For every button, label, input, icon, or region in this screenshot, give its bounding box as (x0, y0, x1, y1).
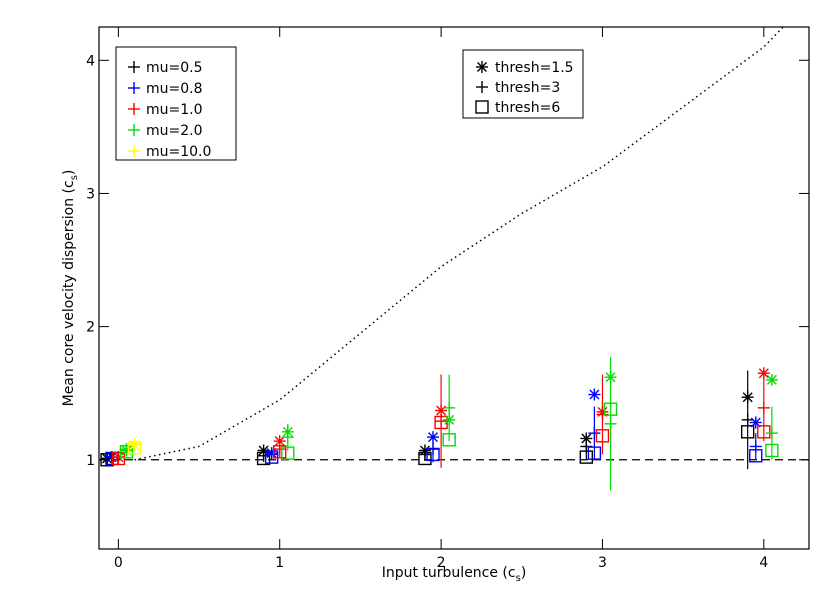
data-point (587, 446, 602, 460)
data-point (765, 427, 778, 440)
data-point (442, 433, 456, 447)
data-point (588, 388, 601, 401)
legend-symbol-stroke (477, 62, 487, 72)
data-point (418, 448, 431, 461)
legend-label: thresh=6 (495, 100, 560, 116)
legend-label: mu=10.0 (146, 144, 211, 160)
legend-label: mu=1.0 (146, 102, 203, 118)
data-point (757, 425, 771, 439)
data-point-box (595, 429, 610, 443)
data-point-box (749, 449, 763, 463)
data-point (741, 413, 754, 426)
legend-label: thresh=3 (495, 80, 560, 96)
data-point (273, 445, 287, 459)
x-label-text: Input turbulence (c (382, 565, 516, 581)
data-point (256, 451, 271, 466)
legend-label: thresh=1.5 (495, 60, 574, 76)
data-point-box (281, 446, 295, 460)
data-point-box (603, 402, 618, 416)
x-tick-label: 0 (114, 555, 123, 571)
data-point-box (579, 450, 594, 464)
data-point (443, 401, 456, 414)
data-point-box (587, 446, 602, 460)
legend-symbol (475, 100, 489, 114)
data-point (100, 453, 114, 467)
legend-symbol (128, 145, 140, 157)
legend-label: mu=2.0 (146, 123, 203, 139)
y-tick-label: 4 (86, 53, 95, 69)
data-point-stroke (750, 417, 761, 428)
y-label-sub: s (69, 175, 80, 180)
data-point (749, 416, 762, 429)
x-label-end: ) (521, 565, 526, 581)
data-point-box (426, 447, 440, 462)
data-point-box (442, 433, 456, 447)
legend-symbol (476, 61, 488, 73)
x-axis-label: Input turbulence (cs) (382, 565, 527, 584)
data-point (749, 440, 762, 453)
color-legend-box (115, 46, 237, 161)
legend-label: mu=0.5 (146, 60, 203, 76)
data-point-box (100, 453, 114, 467)
data-point (281, 446, 295, 460)
data-point (604, 417, 617, 430)
y-tick-label: 3 (86, 186, 95, 202)
x-tick-label: 3 (598, 555, 607, 571)
y-tick-label: 1 (86, 453, 95, 469)
y-tick-label: 2 (86, 320, 95, 336)
x-tick-label: 1 (275, 555, 284, 571)
data-point (765, 373, 778, 386)
data-point (127, 441, 142, 455)
data-point (588, 427, 601, 440)
y-label-end: ) (61, 170, 77, 175)
data-point-box (119, 445, 134, 459)
data-point (119, 445, 134, 459)
data-point-box (273, 445, 287, 459)
data-point (749, 449, 763, 463)
legend-symbol (128, 61, 140, 73)
marker-legend-box (462, 49, 584, 119)
data-point-box (256, 451, 271, 466)
data-point (579, 450, 594, 464)
data-point (128, 437, 141, 450)
data-point (426, 447, 440, 462)
data-point-box (765, 443, 779, 458)
data-point (740, 425, 755, 439)
data-point-stroke (766, 374, 777, 385)
legend-symbol (128, 124, 140, 136)
data-point-stroke (758, 368, 769, 379)
plot-frame (98, 26, 810, 550)
data-point-stroke (589, 389, 600, 400)
y-axis-label: Mean core velocity dispersion (cs) (61, 170, 80, 407)
y-label-text: Mean core velocity dispersion (c (61, 180, 77, 406)
legend-symbol (128, 103, 140, 115)
data-point (595, 429, 610, 443)
legend-label: mu=0.8 (146, 81, 203, 97)
data-point (765, 443, 779, 458)
data-point (418, 451, 432, 466)
data-point-box (740, 425, 755, 439)
legend-symbol (128, 82, 140, 94)
data-point-box (757, 425, 771, 439)
x-tick-label: 4 (759, 555, 768, 571)
data-point (603, 402, 618, 416)
data-point-box (418, 451, 432, 466)
x-label-sub: s (516, 573, 521, 584)
data-point (281, 431, 294, 444)
x-tick-label: 2 (437, 555, 446, 571)
data-point-box (127, 441, 142, 455)
legend-symbol-box (475, 100, 489, 114)
legend-symbol (476, 81, 488, 93)
data-point (757, 401, 770, 414)
